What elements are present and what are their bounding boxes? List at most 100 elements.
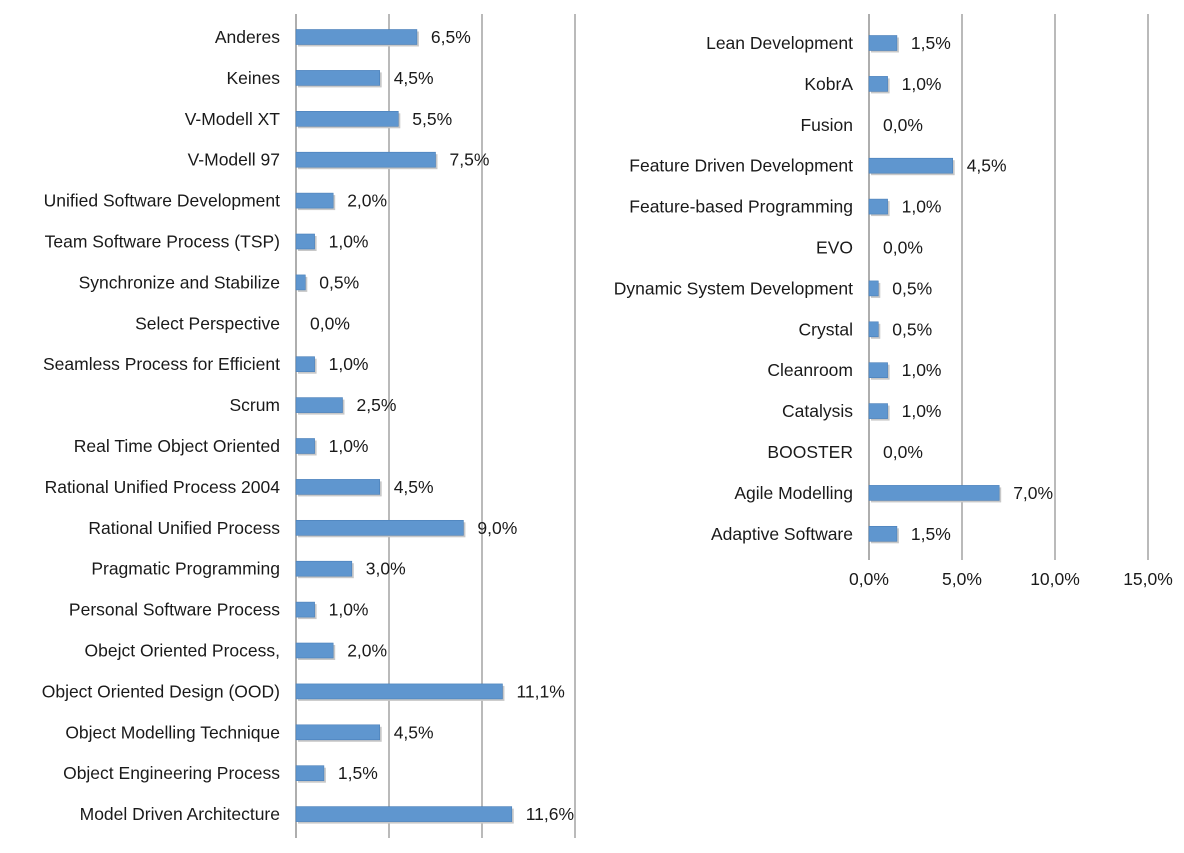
category-label: Crystal <box>799 319 853 339</box>
value-label: 0,5% <box>892 278 932 298</box>
left-bar-chart: Anderes 6,5%Keines 4,5%V-Modell XT 5,5%V-Mo… <box>42 14 576 838</box>
bar-row: Synchronize and Stabilize 0,5% <box>79 272 360 292</box>
value-label: 1,0% <box>902 401 942 421</box>
bar-row: Team Software Process (TSP) 1,0% <box>45 232 369 252</box>
bar-row: V-Modell XT 5,5% <box>185 109 453 129</box>
bar-row: Unified Software Development 2,0% <box>44 191 387 211</box>
category-label: Adaptive Software <box>711 524 853 544</box>
value-label: 5,5% <box>412 109 452 129</box>
value-label: 0,0% <box>883 442 923 462</box>
bar-row: Feature Driven Development 4,5% <box>629 156 1006 176</box>
value-label: 2,0% <box>347 641 387 661</box>
bar <box>868 35 898 51</box>
value-label: 2,5% <box>357 395 397 415</box>
value-label: 7,0% <box>1013 483 1053 503</box>
value-label: 4,5% <box>394 477 434 497</box>
category-label: Agile Modelling <box>734 483 853 503</box>
category-label: Object Modelling Technique <box>65 722 280 742</box>
bar <box>295 397 343 413</box>
right-bar-chart: Lean Development 1,5%KobrA 1,0%Fusion 0,0%F… <box>614 14 1173 589</box>
value-label: 1,5% <box>911 524 951 544</box>
category-label: EVO <box>816 238 853 258</box>
bar <box>295 356 315 373</box>
category-label: Anderes <box>215 27 280 47</box>
bar-row: Keines 4,5% <box>226 68 433 88</box>
bar-row: Scrum 2,5% <box>229 395 396 415</box>
bar-row: Object Modelling Technique 4,5% <box>65 722 433 742</box>
bar-row: Dynamic System Development 0,5% <box>614 278 932 298</box>
value-label: 0,5% <box>319 272 359 292</box>
bar-row: V-Modell 97 7,5% <box>188 150 490 170</box>
x-tick-label: 5,0% <box>942 569 982 589</box>
bar-row: Seamless Process for Efficient 1,0% <box>43 354 368 374</box>
value-label: 11,1% <box>516 681 564 701</box>
category-label: KobrA <box>804 74 853 94</box>
bar-row: Personal Software Process 1,0% <box>69 600 369 620</box>
value-label: 3,0% <box>366 559 406 579</box>
bar-row: Cleanroom 1,0% <box>767 360 941 380</box>
category-label: Keines <box>226 68 280 88</box>
value-label: 1,0% <box>329 354 369 374</box>
category-label: Dynamic System Development <box>614 278 853 298</box>
bar-row: Crystal 0,5% <box>799 319 933 339</box>
bar <box>295 111 399 127</box>
category-label: Rational Unified Process <box>88 518 280 538</box>
bar-row: Object Oriented Design (OOD) 11,1% <box>42 681 565 701</box>
x-tick-label: 15,0% <box>1123 569 1173 589</box>
bar <box>868 525 898 542</box>
bar-row: Rational Unified Process 9,0% <box>88 518 517 538</box>
category-label: Real Time Object Oriented <box>74 436 280 456</box>
category-label: Rational Unified Process 2004 <box>45 477 281 497</box>
bar-row: Anderes 6,5% <box>215 27 471 47</box>
bar-row: Pragmatic Programming 3,0% <box>91 559 405 579</box>
bar <box>295 806 513 822</box>
category-label: Synchronize and Stabilize <box>79 272 280 292</box>
value-label: 1,5% <box>338 763 378 783</box>
value-label: 0,5% <box>892 319 932 339</box>
category-label: V-Modell XT <box>185 109 281 129</box>
bar-row: Catalysis 1,0% <box>782 401 941 421</box>
x-tick-label: 10,0% <box>1030 569 1080 589</box>
bar <box>295 70 380 86</box>
category-label: Cleanroom <box>767 360 853 380</box>
bar-row: Object Engineering Process 1,5% <box>63 763 378 783</box>
bar <box>868 198 888 215</box>
bar <box>295 642 334 659</box>
value-label: 1,0% <box>902 360 942 380</box>
category-label: Feature-based Programming <box>629 197 853 217</box>
value-label: 1,0% <box>329 436 369 456</box>
bar <box>868 485 1000 501</box>
category-label: Team Software Process (TSP) <box>45 232 280 252</box>
bar <box>295 601 315 618</box>
bar <box>868 403 888 419</box>
category-label: Scrum <box>229 395 280 415</box>
value-label: 1,5% <box>911 33 951 53</box>
bar <box>295 438 315 454</box>
value-label: 4,5% <box>394 68 434 88</box>
bar-row: Obejct Oriented Process, 2,0% <box>85 641 388 661</box>
category-label: Fusion <box>800 115 853 135</box>
category-label: Object Oriented Design (OOD) <box>42 681 280 701</box>
category-label: BOOSTER <box>767 442 853 462</box>
bar <box>295 560 353 577</box>
category-label: Select Perspective <box>135 313 280 333</box>
bar-row: Feature-based Programming 1,0% <box>629 197 941 217</box>
bar <box>295 765 325 782</box>
bar-row: Real Time Object Oriented 1,0% <box>74 436 369 456</box>
category-label: Catalysis <box>782 401 853 421</box>
category-label: V-Modell 97 <box>188 150 280 170</box>
category-label: Lean Development <box>706 33 853 53</box>
bar-row: KobrA 1,0% <box>804 74 941 94</box>
bar-row: Rational Unified Process 2004 4,5% <box>45 477 434 497</box>
value-label: 0,0% <box>883 115 923 135</box>
bar-row: Adaptive Software 1,5% <box>711 524 951 544</box>
category-label: Unified Software Development <box>44 191 281 211</box>
value-label: 11,6% <box>526 804 574 824</box>
bar-row: BOOSTER 0,0% <box>767 442 922 462</box>
bar <box>295 519 464 536</box>
bar-row: EVO 0,0% <box>816 238 923 258</box>
bar <box>868 362 888 379</box>
value-label: 1,0% <box>329 232 369 252</box>
bar-row: Agile Modelling 7,0% <box>734 483 1053 503</box>
